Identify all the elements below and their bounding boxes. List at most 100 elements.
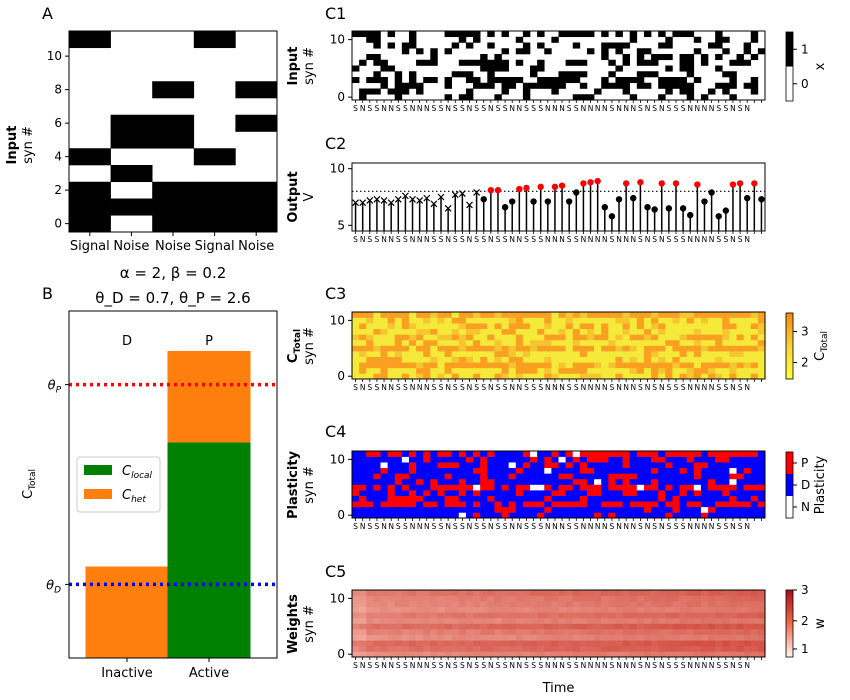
heatmap-cell [522,606,531,613]
heatmap-cell [622,54,631,61]
heatmap-cell [693,451,702,457]
heatmap-cell [366,456,374,463]
x-tick-label: S [666,522,671,531]
x-tick-label: S [666,661,671,670]
data-point [630,194,637,202]
y-tick-label: 5 [337,218,345,232]
heatmap-cell [586,606,595,613]
heatmap-cell [423,362,431,369]
heatmap-cell [715,617,723,624]
heatmap-cell [658,590,666,596]
heatmap-cell [565,606,574,613]
heatmap-cell [515,490,524,496]
heatmap-cell [480,367,488,374]
heatmap-cell [537,362,545,369]
heatmap-cell [401,490,410,496]
heatmap-cell [437,351,445,357]
heatmap-cell [693,334,702,341]
y-tick-label: 0 [337,647,345,661]
x-tick-label: N [702,522,708,531]
heatmap-cell [672,606,680,613]
heatmap-cell [608,623,616,630]
heatmap-cell [700,323,709,330]
heatmap-cell [530,484,538,491]
heatmap-cell [579,640,588,647]
heatmap-cell [373,334,381,341]
heatmap-cell [672,317,680,324]
heatmap-cell [437,590,445,596]
heatmap-cell [750,317,759,324]
heatmap-cell [473,640,481,647]
x-tick-label: S [353,235,358,244]
x-tick-label: N [388,522,394,531]
heatmap-cell [401,645,410,652]
x-tick-label: N [702,383,708,392]
heatmap-cell [373,345,381,352]
x-tick-label: S [375,661,380,670]
heatmap-cell [537,629,545,635]
heatmap-cell [394,94,403,101]
heatmap-cell [601,373,609,380]
heatmap-cell [537,606,545,613]
x-tick-label: N [545,104,551,113]
heatmap-cell [743,373,752,380]
heatmap-cell [458,601,467,608]
heatmap-cell [722,328,730,335]
heatmap-cell [579,367,588,374]
heatmap-cell [501,31,509,38]
heatmap-cell [387,512,396,519]
heatmap-cell [601,456,609,463]
heatmap-cell [643,506,652,513]
heatmap-cell [629,31,638,38]
heatmap-cell [736,345,744,352]
x-tick-label: S [403,522,408,531]
heatmap-cell [708,42,716,49]
heatmap-cell [508,334,517,341]
x-tick-label: N [381,235,387,244]
heatmap-cell [352,345,360,352]
heatmap-cell [672,312,680,318]
x-tick-label: N [445,235,451,244]
heatmap-cell [416,373,424,380]
heatmap-cell [636,451,645,457]
heatmap-cell [530,351,538,357]
heatmap-cell [558,634,566,641]
heatmap-cell [387,651,396,658]
heatmap-cell [643,629,652,635]
heatmap-cell [572,77,581,84]
heatmap-cell [110,198,153,216]
heatmap-cell [530,634,538,641]
heatmap-cell [615,373,623,380]
heatmap-cell [608,328,616,335]
heatmap-cell [487,506,495,513]
heatmap-cell [629,651,638,658]
heatmap-cell [672,640,680,647]
x-tick-label: Inactive [101,666,153,681]
x-tick-label: S [652,522,657,531]
heatmap-cell [401,495,410,502]
heatmap-cell [658,634,666,641]
heatmap-cell [380,590,388,596]
heatmap-cell [423,312,431,318]
heatmap-cell [423,490,431,496]
heatmap-cell [394,512,403,519]
heatmap-cell [387,506,396,513]
x-tick-label: N [410,522,416,531]
x-tick-label: N [709,383,715,392]
heatmap-cell [651,328,659,335]
heatmap-cell [501,48,509,55]
heatmap-cell [572,451,581,457]
heatmap-cell [686,478,695,485]
heatmap-cell [750,451,759,457]
heatmap-cell [359,356,367,363]
heatmap-cell [551,462,559,469]
heatmap-cell [408,501,417,508]
heatmap-cell [451,634,460,641]
heatmap-cell [515,328,524,335]
heatmap-cell [736,484,744,491]
heatmap-cell [544,484,552,491]
heatmap-cell [693,373,702,380]
heatmap-cell [665,601,673,608]
heatmap-cell [416,334,424,341]
heatmap-cell [558,623,566,630]
